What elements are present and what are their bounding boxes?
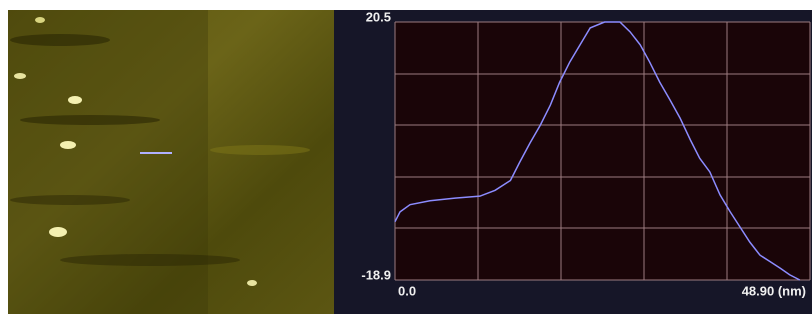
y-tick-label: 20.5 xyxy=(366,9,391,24)
x-tick-label: 0.0 xyxy=(398,283,416,298)
afm-image xyxy=(8,10,334,314)
plot-area xyxy=(395,22,810,280)
y-tick-label: -18.9 xyxy=(361,267,391,282)
x-tick-label: 48.90 (nm) xyxy=(742,283,806,298)
screen: -18.9 20.5 0.0 48.90 (nm) xyxy=(0,0,812,314)
